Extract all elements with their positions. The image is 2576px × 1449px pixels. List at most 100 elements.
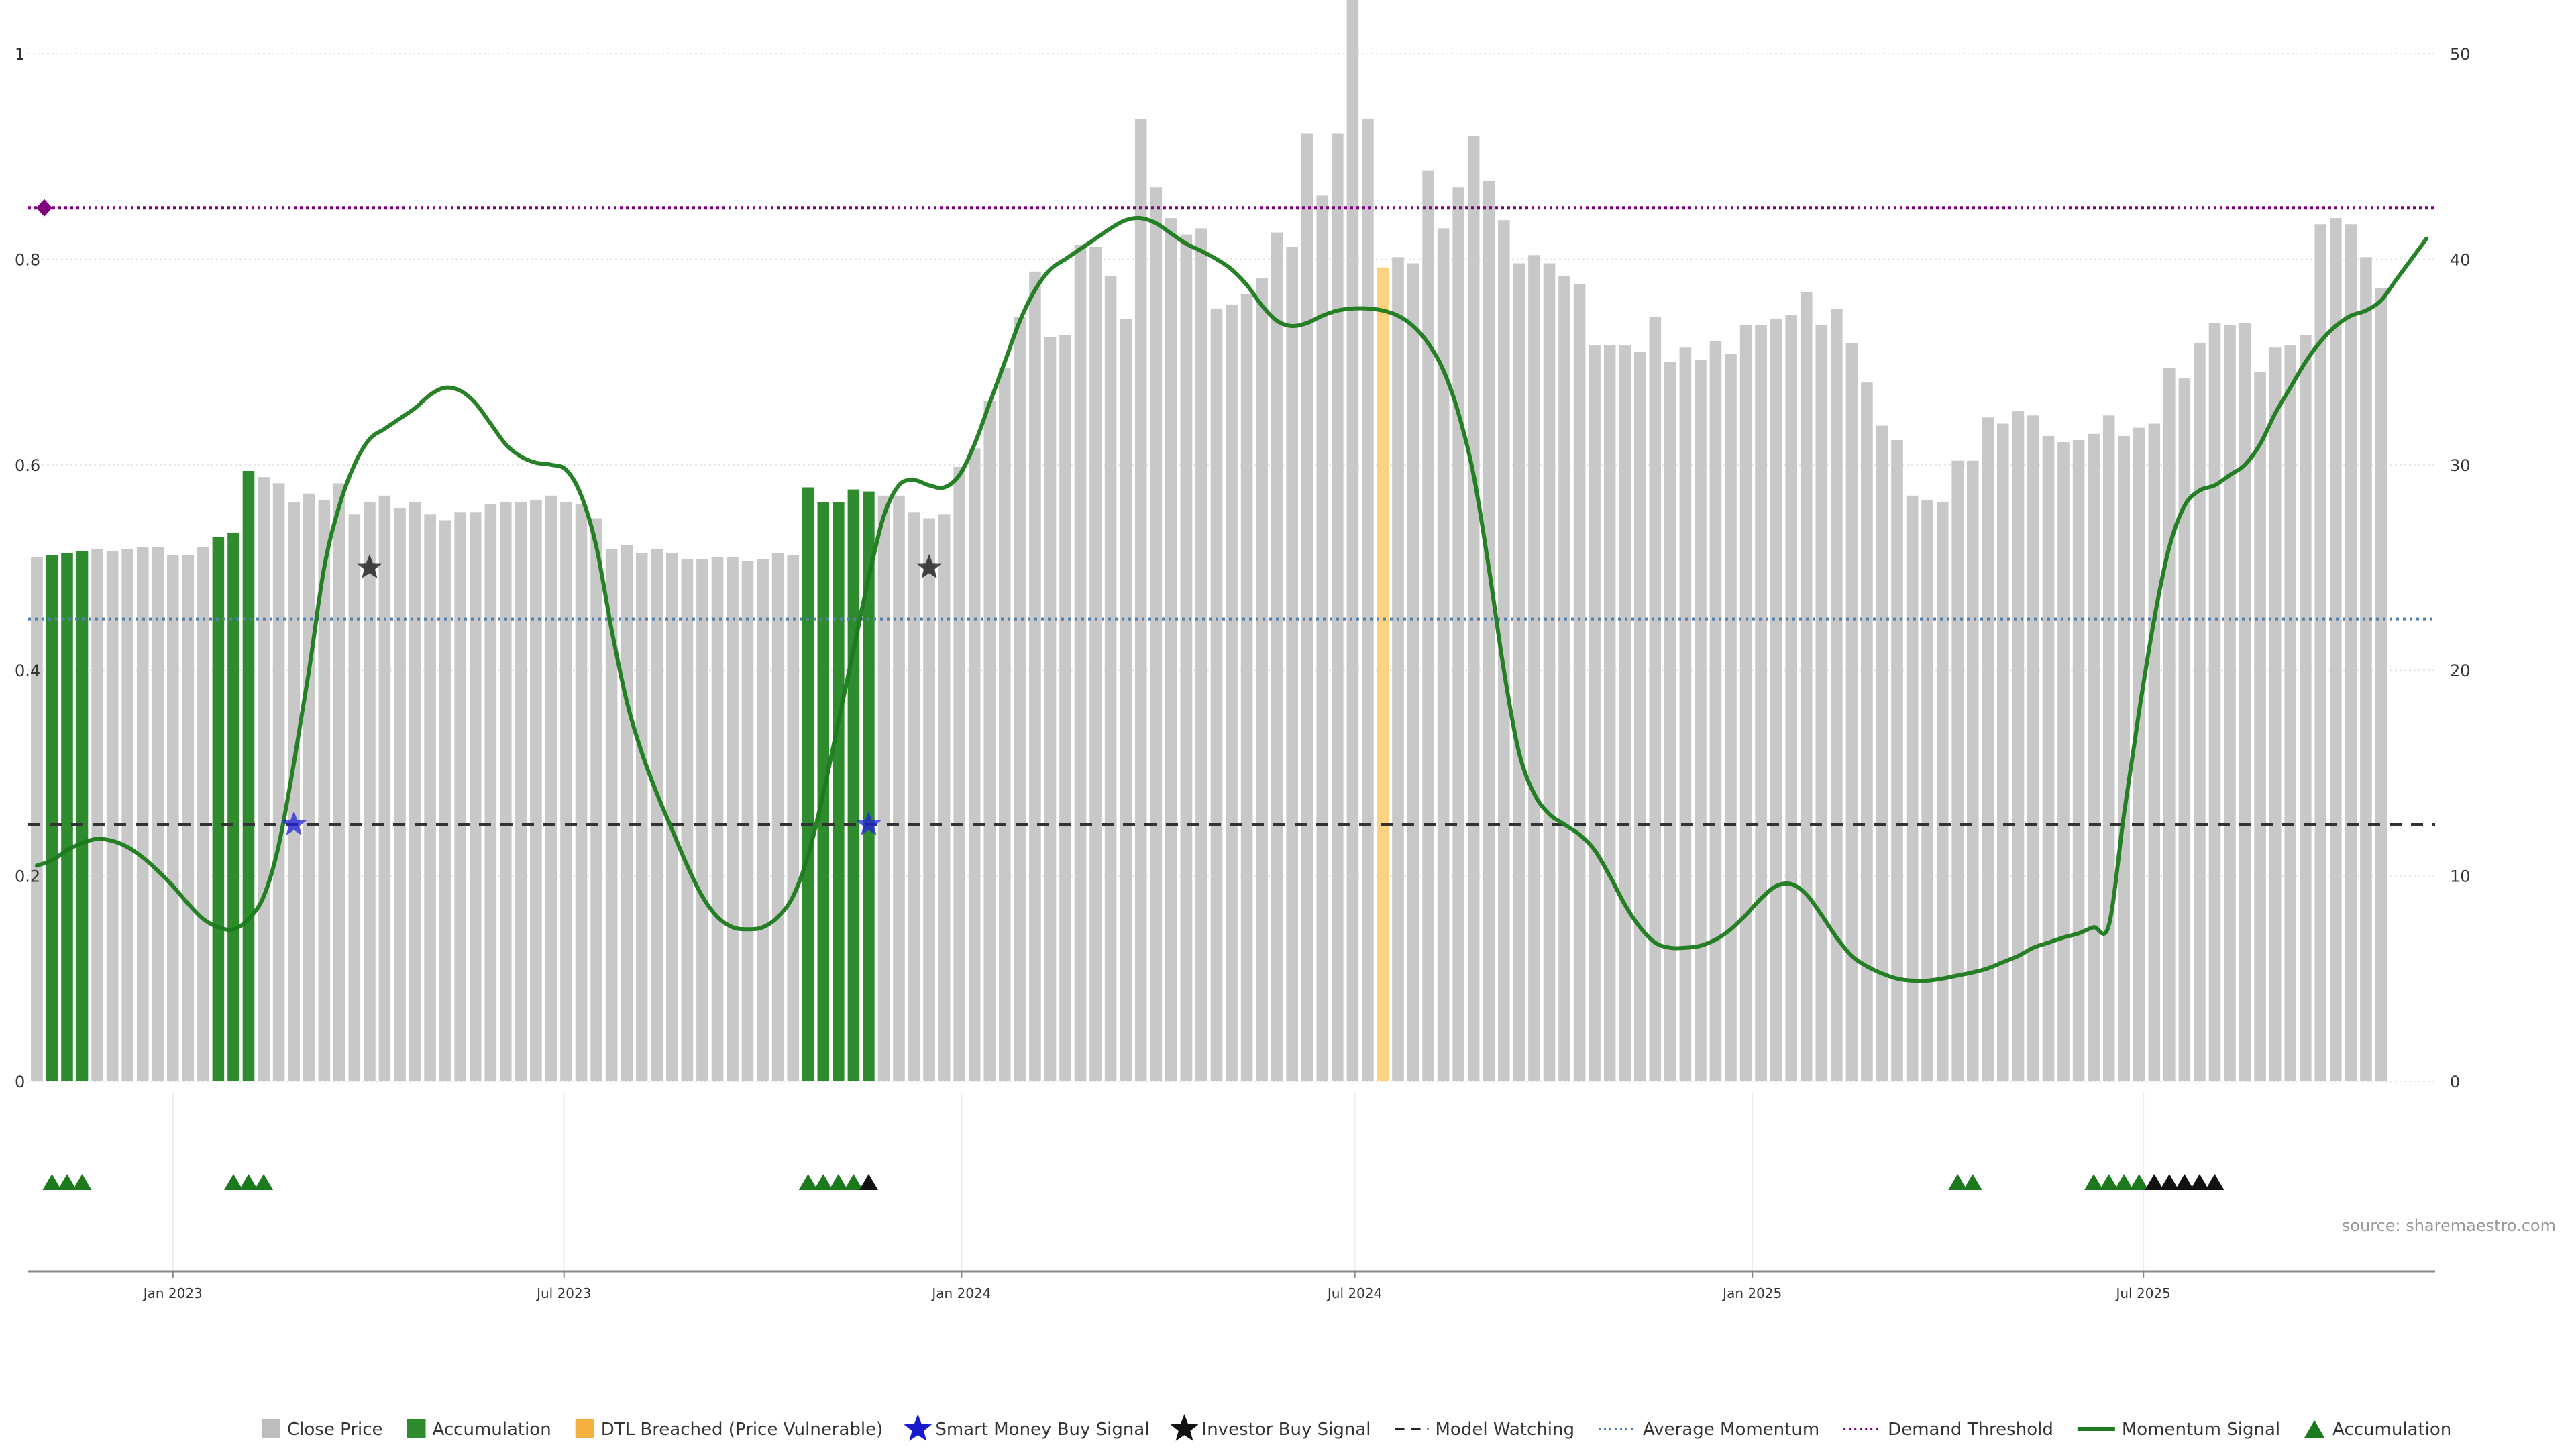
- legend-item: Accumulation: [2304, 1419, 2451, 1440]
- close-price-bar: [1422, 170, 1434, 1082]
- investor-buy-signal: [916, 554, 943, 579]
- close-price-bar: [1165, 218, 1177, 1082]
- legend-item: Momentum Signal: [2077, 1419, 2280, 1440]
- x-axis-tick-label: Jan 2023: [142, 1285, 203, 1301]
- legend-item: Investor Buy Signal: [1170, 1414, 1371, 1441]
- left-axis-tick-label: 0.2: [15, 867, 40, 886]
- accumulation-marker: [2129, 1174, 2149, 1190]
- close-price-bar: [1997, 423, 2009, 1081]
- close-price-bar: [333, 483, 345, 1081]
- close-price-bar: [1649, 317, 1662, 1082]
- legend: Close Price Accumulation DTL Breached (Pri…: [262, 1414, 2451, 1441]
- close-price-bar: [1498, 220, 1510, 1082]
- close-price-bar: [1150, 187, 1163, 1082]
- close-price-bar: [1876, 425, 1888, 1081]
- price-bars: [31, 0, 2387, 1082]
- accumulation-marker-black: [2175, 1174, 2194, 1190]
- close-price-bar: [469, 512, 482, 1081]
- close-price-bar: [983, 400, 996, 1081]
- close-price-bar: [923, 518, 935, 1081]
- close-price-bar: [1286, 247, 1298, 1081]
- accumulation-markers: [42, 1174, 2224, 1190]
- close-price-bar: [2057, 442, 2070, 1081]
- close-price-bar: [409, 502, 421, 1081]
- close-price-bar: [31, 557, 43, 1081]
- legend-triangle-icon: [2304, 1420, 2325, 1438]
- close-price-bar: [1845, 343, 1858, 1081]
- close-price-bar: [1362, 119, 1374, 1081]
- close-price-bar: [1664, 362, 1676, 1081]
- close-price-bar: [590, 518, 602, 1081]
- close-price-bar: [1891, 440, 1903, 1081]
- close-price-bar: [635, 553, 648, 1081]
- close-price-bar: [2254, 372, 2266, 1081]
- close-price-bar: [1831, 308, 1843, 1081]
- close-price-bar: [2072, 440, 2085, 1081]
- accumulation-marker-black: [2205, 1174, 2224, 1190]
- close-price-bar: [1437, 228, 1450, 1081]
- close-price-bar: [1301, 133, 1313, 1081]
- close-price-bar: [515, 502, 527, 1081]
- close-price-bar: [727, 557, 739, 1081]
- close-price-bar: [560, 502, 572, 1081]
- accumulation-marker: [2084, 1174, 2104, 1190]
- accumulation-bar: [212, 537, 225, 1081]
- close-price-bar: [2042, 435, 2055, 1081]
- accumulation-marker: [2114, 1174, 2134, 1190]
- close-price-bar: [696, 559, 708, 1081]
- close-price-bar: [1332, 133, 1344, 1081]
- close-price-bar: [2300, 335, 2312, 1081]
- close-price-bar: [272, 483, 285, 1081]
- momentum-signal-layer: [34, 215, 2429, 983]
- close-price-bar: [938, 514, 951, 1081]
- close-price-bar: [167, 555, 179, 1081]
- close-price-bar: [1815, 325, 1828, 1081]
- legend-star-icon: [1170, 1414, 1199, 1441]
- close-price-bar: [1951, 460, 1964, 1081]
- close-price-bar: [182, 555, 195, 1081]
- close-price-bar: [999, 368, 1011, 1081]
- momentum-signal-line: [34, 215, 2429, 983]
- left-axis-tick-label: 1: [15, 45, 25, 64]
- accumulation-marker: [239, 1174, 258, 1190]
- accumulation-marker: [798, 1174, 818, 1190]
- close-price-bar: [1210, 308, 1223, 1081]
- accumulation-marker: [1948, 1174, 1968, 1190]
- close-price-bar: [2330, 218, 2342, 1082]
- close-price-bar: [1226, 304, 1238, 1081]
- close-price-bar: [1921, 499, 1933, 1081]
- close-price-bar: [757, 559, 769, 1081]
- close-price-bar: [1967, 460, 1979, 1081]
- x-axis-tick-label: Jul 2025: [2114, 1285, 2170, 1301]
- close-price-bar: [1134, 119, 1147, 1081]
- close-price-bar: [1271, 232, 1283, 1082]
- right-axis-tick-label: 50: [2450, 45, 2471, 64]
- close-price-bar: [1982, 417, 1994, 1081]
- close-price-bar: [1619, 345, 1631, 1081]
- close-price-bar: [1120, 319, 1132, 1081]
- close-price-bar: [1785, 315, 1797, 1082]
- legend-item: DTL Breached (Price Vulnerable): [575, 1419, 883, 1440]
- legend-label: Smart Money Buy Signal: [935, 1419, 1149, 1440]
- close-price-bar: [2148, 423, 2161, 1081]
- accumulation-marker: [844, 1174, 863, 1190]
- close-price-bar: [1755, 325, 1767, 1081]
- close-price-bar: [364, 502, 376, 1081]
- close-price-bar: [1074, 245, 1087, 1081]
- accumulation-bar: [227, 532, 239, 1081]
- close-price-bar: [378, 495, 391, 1081]
- x-axis-tick-label: Jul 2023: [535, 1285, 591, 1301]
- accumulation-marker: [2099, 1174, 2118, 1190]
- legend-swatch: [407, 1419, 426, 1438]
- close-price-bar: [2012, 411, 2025, 1081]
- close-price-bar: [2178, 378, 2191, 1081]
- close-price-bar: [91, 549, 103, 1081]
- close-price-bar: [1513, 263, 1525, 1081]
- close-price-bar: [318, 499, 331, 1081]
- close-price-bar: [666, 553, 678, 1081]
- close-price-bar: [1725, 354, 1737, 1081]
- legend-label: DTL Breached (Price Vulnerable): [601, 1419, 883, 1440]
- smart-money-buy-signal: [855, 811, 881, 836]
- close-price-bar: [711, 557, 724, 1081]
